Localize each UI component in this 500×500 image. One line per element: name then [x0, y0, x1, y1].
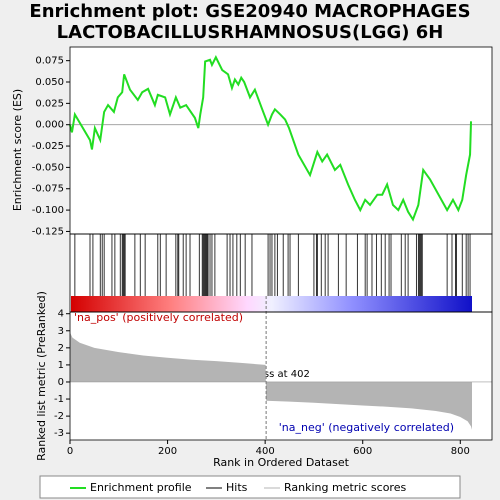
y-tick-label: -0.025	[32, 141, 64, 152]
x-axis-label: Rank in Ordered Dataset	[213, 456, 350, 469]
x-tick-label: 600	[353, 446, 372, 457]
legend	[39, 475, 461, 499]
y-axis-label: Enrichment score (ES)	[11, 89, 24, 211]
y-tick-label: -0.050	[32, 162, 64, 173]
y-tick-label: 0.050	[35, 77, 64, 88]
chart-title: Enrichment plot: GSE20940 MACROPHAGES	[29, 1, 470, 22]
x-tick-label: 400	[256, 446, 275, 457]
neg-label: 'na_neg' (negatively correlated)	[279, 421, 454, 434]
y2-tick-label: 1	[58, 360, 64, 371]
y-tick-label: 0.000	[35, 120, 64, 131]
y-tick-label: -0.075	[32, 184, 64, 195]
legend-label: Hits	[226, 481, 248, 494]
x-tick-label: 800	[451, 446, 470, 457]
y-tick-label: 0.025	[35, 98, 64, 109]
pos-label: 'na_pos' (positively correlated)	[74, 311, 243, 324]
enrichment-profile	[69, 55, 473, 222]
y2-tick-label: -1	[54, 394, 64, 405]
panel-frame	[69, 311, 493, 441]
x-tick-label: 0	[67, 446, 73, 457]
y2-tick-label: 2	[58, 343, 64, 354]
y2-tick-label: 3	[58, 326, 64, 337]
y-tick-label: -0.100	[32, 205, 64, 216]
legend-label: Enrichment profile	[90, 481, 192, 494]
x-tick-label: 200	[158, 446, 177, 457]
chart-subtitle: LACTOBACILLUSRHAMNOSUS(LGG) 6H	[57, 22, 444, 43]
rank-color-band	[71, 296, 472, 312]
y2-tick-label: 0	[58, 377, 64, 388]
y2-tick-label: -2	[54, 411, 64, 422]
y2-axis-label: Ranked list metric (PreRanked)	[35, 291, 48, 461]
ranking-metric-area	[70, 332, 472, 430]
y2-tick-label: -3	[54, 428, 64, 439]
zero-cross-label: Zero cross at 402	[222, 369, 310, 380]
legend-label: Ranking metric scores	[284, 481, 406, 494]
y-tick-label: -0.125	[32, 226, 64, 237]
y2-tick-label: 4	[58, 309, 64, 320]
y-tick-label: 0.075	[35, 56, 64, 67]
